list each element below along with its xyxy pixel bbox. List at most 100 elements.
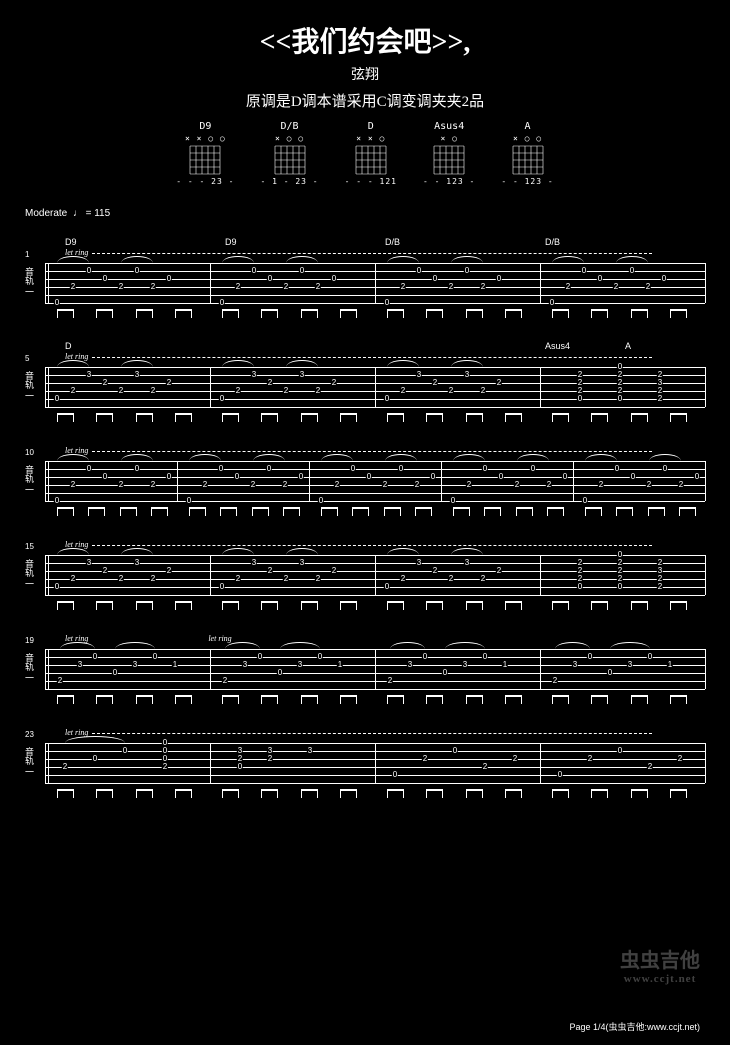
tab-fret-number: 0 — [617, 583, 623, 591]
tab-fret-number: 0 — [219, 299, 225, 307]
chord-open-strings: × ○ — [423, 134, 475, 143]
tab-fret-number: 2 — [315, 575, 321, 583]
tab-fret-number: 2 — [267, 755, 273, 763]
tab-fret-number: 0 — [267, 275, 273, 283]
tab-fret-number: 2 — [387, 677, 393, 685]
tab-fret-number: 2 — [62, 763, 68, 771]
tab-fret-number: 2 — [235, 283, 241, 291]
tab-fret-number: 0 — [166, 473, 172, 481]
rhythm-notation — [45, 695, 705, 709]
tab-fret-number: 2 — [331, 567, 337, 575]
tab-fret-number: 0 — [266, 465, 272, 473]
chord-label — [305, 341, 385, 351]
bar-number: 23 — [25, 730, 34, 739]
bar-number: 15 — [25, 542, 34, 551]
tab-fret-number: 0 — [331, 275, 337, 283]
tab-fret-number: 3 — [86, 371, 92, 379]
tab-fret-number: 0 — [694, 473, 700, 481]
chord-open-strings: × × ○ — [345, 134, 397, 143]
track-label: 音轨 一 — [23, 559, 36, 588]
tab-fret-number: 0 — [54, 583, 60, 591]
tab-fret-number: 0 — [112, 669, 118, 677]
tab-fret-number: 3 — [416, 371, 422, 379]
tab-fret-number: 2 — [546, 481, 552, 489]
tab-fret-number: 0 — [234, 473, 240, 481]
tab-fret-number: 2 — [400, 387, 406, 395]
tab-fret-number: 2 — [432, 567, 438, 575]
tab-fret-number: 0 — [392, 771, 398, 779]
tab-staff: 19音轨 一2300301230030123003012300301 — [25, 645, 705, 693]
chord-name: D — [345, 121, 397, 132]
tab-fret-number: 0 — [277, 669, 283, 677]
tab-fret-number: 3 — [464, 371, 470, 379]
tab-fret-number: 3 — [299, 371, 305, 379]
tab-fret-number: 0 — [257, 653, 263, 661]
tab-fret-number: 2 — [482, 763, 488, 771]
tab-fret-number: 1 — [502, 661, 508, 669]
song-title: <<我们约会吧>>, — [25, 20, 705, 60]
tab-lines: 02002020020020200200202002002020 — [45, 263, 705, 303]
tab-fret-number: 3 — [242, 661, 248, 669]
tab-fret-number: 0 — [54, 395, 60, 403]
chord-diagram-row: D9 × × ○ ○ - - - 23 -D/B × ○ ○ - 1 - 23 … — [25, 121, 705, 186]
tab-fret-number: 2 — [331, 379, 337, 387]
tab-fret-number: 2 — [414, 481, 420, 489]
tab-fret-number: 0 — [219, 395, 225, 403]
track-label: 音轨 一 — [23, 653, 36, 682]
tab-fret-number: 2 — [70, 575, 76, 583]
tab-fret-number: 2 — [334, 481, 340, 489]
tab-fret-number: 0 — [577, 395, 583, 403]
tab-fret-number: 3 — [416, 559, 422, 567]
tab-fret-number: 0 — [398, 465, 404, 473]
tab-fret-number: 0 — [464, 267, 470, 275]
tab-fret-number: 0 — [416, 267, 422, 275]
tab-fret-number: 1 — [337, 661, 343, 669]
bar-number: 19 — [25, 636, 34, 645]
tab-fret-number: 2 — [480, 283, 486, 291]
chord-name: Asus4 — [423, 121, 475, 132]
let-ring-dash — [92, 545, 652, 546]
tab-fret-number: 0 — [317, 653, 323, 661]
sheet-page: <<我们约会吧>>, 弦翔 原调是D调本谱采用C调变调夹夹2品 D9 × × ○… — [0, 0, 730, 1045]
let-ring-marking: let ring — [25, 248, 705, 257]
tab-fret-number: 2 — [678, 481, 684, 489]
key-note: 原调是D调本谱采用C调变调夹夹2品 — [25, 90, 705, 111]
chord-label — [145, 237, 225, 247]
tab-fret-number: 0 — [452, 747, 458, 755]
tab-fret-number: 0 — [614, 465, 620, 473]
tab-fret-number: 0 — [251, 267, 257, 275]
chord-label: D9 — [65, 237, 145, 247]
tab-fret-number: 3 — [251, 559, 257, 567]
tab-staff: 5音轨 一02322322023223220232232222202220023… — [25, 363, 705, 411]
tab-fret-number: 3 — [627, 661, 633, 669]
tab-fret-number: 0 — [422, 653, 428, 661]
tab-fret-number: 2 — [613, 283, 619, 291]
bar-number: 1 — [25, 250, 29, 259]
tab-fret-number: 2 — [70, 387, 76, 395]
tab-fret-number: 2 — [657, 583, 663, 591]
tab-fret-number: 2 — [552, 677, 558, 685]
let-ring-dash — [92, 357, 652, 358]
tab-fret-number: 0 — [86, 465, 92, 473]
tab-lines: 0232232202322322023223222220222002322 — [45, 367, 705, 407]
tab-fret-number: 2 — [118, 575, 124, 583]
tab-fret-number: 2 — [514, 481, 520, 489]
tab-fret-number: 0 — [237, 763, 243, 771]
chord-fingering: - - 123 - — [423, 177, 475, 186]
tab-staff-system: let ring let ring19音轨 一23003012300301230… — [25, 633, 705, 709]
tab-fret-number: 2 — [587, 755, 593, 763]
tab-fret-number: 3 — [307, 747, 313, 755]
tab-fret-number: 0 — [597, 275, 603, 283]
tab-fret-number: 2 — [677, 755, 683, 763]
tab-lines: 0232232202322322023223222220222002322 — [45, 555, 705, 595]
tab-fret-number: 0 — [482, 653, 488, 661]
chord-name: D9 — [176, 121, 234, 132]
chord-label: D/B — [545, 237, 625, 247]
tab-fret-number: 2 — [202, 481, 208, 489]
tab-fret-number: 2 — [448, 283, 454, 291]
tab-fret-number: 2 — [118, 387, 124, 395]
tab-fret-number: 2 — [70, 481, 76, 489]
tab-fret-number: 0 — [450, 497, 456, 505]
tab-fret-number: 3 — [86, 559, 92, 567]
tab-fret-number: 3 — [464, 559, 470, 567]
